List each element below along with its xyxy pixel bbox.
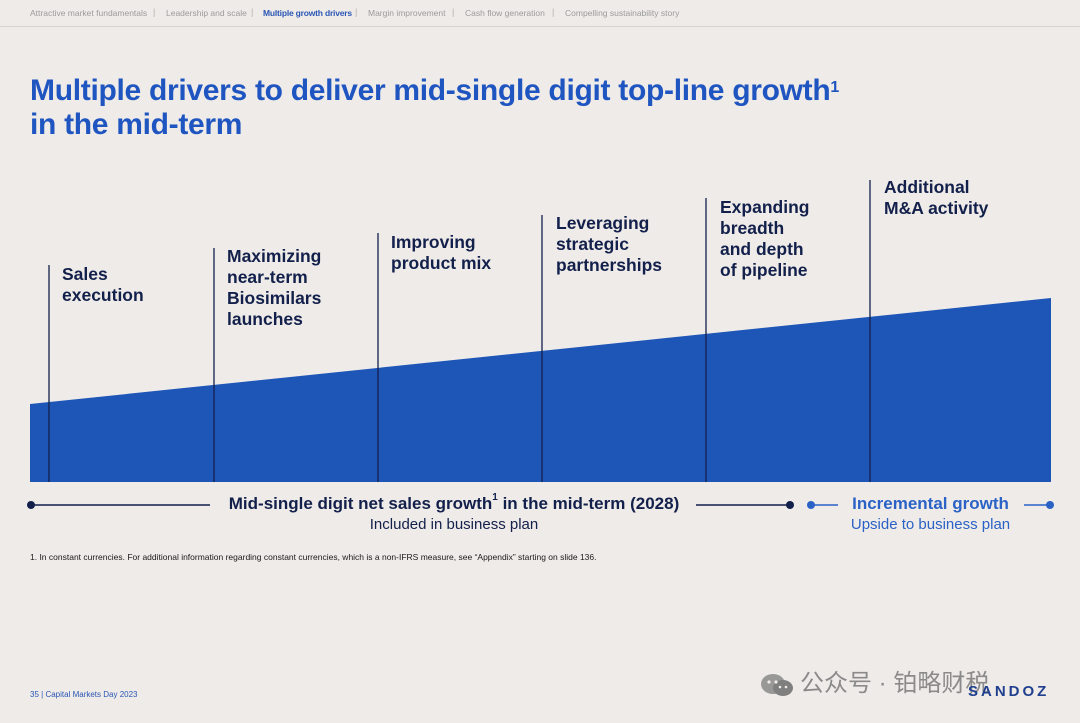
business-plan-subcaption: Included in business plan xyxy=(369,516,539,533)
incremental-end-dot xyxy=(1046,501,1054,509)
nav-item-cash-flow[interactable]: Cash flow generation xyxy=(465,8,545,18)
incremental-growth-subcaption: Upside to business plan xyxy=(850,516,1011,533)
nav-item-growth-drivers[interactable]: Multiple growth drivers xyxy=(263,8,352,18)
nav-item-margin-improvement[interactable]: Margin improvement xyxy=(368,8,446,18)
sandoz-logo: SANDOZ xyxy=(968,683,1050,700)
nav-separator: | xyxy=(251,7,254,17)
page-number: 35 xyxy=(30,690,39,699)
business-plan-text: Mid-single digit net sales growth xyxy=(228,494,493,513)
section-nav: Attractive market fundamentals | Leaders… xyxy=(0,0,1080,26)
driver-pipeline: Expanding breadth and depth of pipeline xyxy=(720,197,810,280)
timeline-end-dot xyxy=(786,501,794,509)
incremental-growth-caption: Incremental growth xyxy=(852,494,1009,513)
footer-separator: | xyxy=(41,690,44,699)
page-title: Multiple drivers to deliver mid-single d… xyxy=(30,74,839,142)
growth-wedge xyxy=(30,298,1051,482)
nav-separator: | xyxy=(153,7,156,17)
driver-sales-execution: Sales execution xyxy=(62,264,144,305)
driver-strategic-partnerships: Leveraging strategic partnerships xyxy=(556,213,662,275)
title-line-2: in the mid-term xyxy=(30,108,243,141)
wechat-watermark: 公众号 · 铂略财税 xyxy=(760,663,989,698)
watermark-text: 公众号 · 铂略财税 xyxy=(800,670,990,697)
nav-separator: | xyxy=(552,7,555,17)
title-footnote-mark: 1 xyxy=(830,79,839,96)
nav-item-leadership-scale[interactable]: Leadership and scale xyxy=(166,8,247,18)
footnote: 1. In constant currencies. For additiona… xyxy=(30,552,597,562)
driver-mna-activity: Additional M&A activity xyxy=(884,177,989,218)
business-plan-suffix: in the mid-term (2028) xyxy=(497,494,680,513)
driver-biosimilars-launches: Maximizing near-term Biosimilars launche… xyxy=(227,246,322,329)
title-line-1: Multiple drivers to deliver mid-single d… xyxy=(30,74,831,107)
nav-divider xyxy=(0,26,1080,27)
event-name: Capital Markets Day 2023 xyxy=(45,690,138,699)
business-plan-footnote-mark: 1 xyxy=(492,492,498,503)
nav-item-market-fundamentals[interactable]: Attractive market fundamentals xyxy=(30,8,148,18)
slide-footer: 35 | Capital Markets Day 2023 xyxy=(30,690,138,699)
nav-separator: | xyxy=(452,7,455,17)
wechat-icon xyxy=(761,673,793,696)
business-plan-caption: Mid-single digit net sales growth1 in th… xyxy=(220,492,688,514)
nav-item-sustainability[interactable]: Compelling sustainability story xyxy=(565,8,680,18)
driver-product-mix: Improving product mix xyxy=(391,232,492,273)
nav-separator: | xyxy=(355,7,358,17)
